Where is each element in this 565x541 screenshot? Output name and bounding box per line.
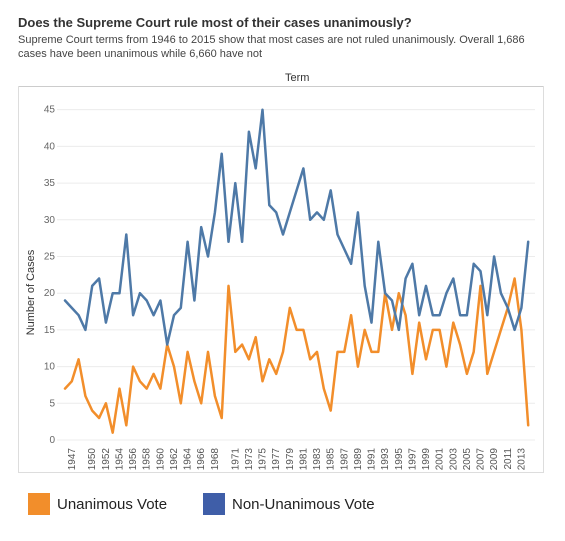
series-lines: [63, 108, 530, 434]
x-tick-label: 1999: [421, 448, 432, 471]
x-tick-label: 2003: [448, 448, 459, 471]
x-tick-label: 1962: [169, 448, 180, 471]
x-tick-label: 1956: [128, 448, 139, 471]
y-axis-ticks: 0 5 10 15 20 25 30 35 40 45: [44, 105, 56, 446]
x-axis-title: Term: [285, 72, 310, 84]
y-tick-label: 35: [44, 178, 56, 189]
x-tick-label: 1993: [380, 448, 391, 471]
legend-item-non-unanimous: Non-Unanimous Vote: [203, 489, 375, 519]
y-tick-label: 45: [44, 105, 56, 116]
x-tick-label: 1997: [407, 448, 418, 471]
y-tick-label: 15: [44, 325, 56, 336]
x-tick-label: 2011: [503, 448, 514, 470]
x-tick-label: 1950: [87, 448, 98, 471]
x-tick-label: 1958: [142, 448, 153, 471]
x-tick-label: 1987: [339, 448, 350, 471]
x-tick-label: 1983: [312, 448, 323, 471]
x-tick-label: 2007: [476, 448, 487, 471]
series-line-unanimous: [63, 277, 530, 434]
x-tick-label: 2013: [516, 448, 527, 471]
x-tick-label: 1964: [183, 448, 194, 471]
x-tick-label: 2005: [462, 448, 473, 471]
x-tick-label: 1952: [101, 448, 112, 471]
chart-title: Does the Supreme Court rule most of thei…: [18, 15, 412, 30]
y-tick-label: 25: [44, 251, 56, 262]
y-tick-label: 40: [44, 141, 56, 152]
chart-top-border: [18, 86, 544, 87]
y-axis-title: Number of Cases: [25, 249, 37, 335]
series-line-non-unanimous: [63, 108, 530, 346]
legend-swatch-non-unanimous: [203, 493, 225, 515]
x-tick-label: 1981: [298, 448, 309, 471]
chart-subtitle: Supreme Court terms from 1946 to 2015 sh…: [18, 34, 525, 60]
x-tick-label: 1954: [114, 448, 125, 471]
x-axis-ticks: 1947 1950 1952 1954 1956 1958 1960 1962 1964 1966…: [67, 448, 528, 471]
legend-label-non-unanimous: Non-Unanimous Vote: [232, 495, 375, 513]
x-tick-label: 1991: [367, 448, 378, 471]
x-tick-label: 1995: [394, 448, 405, 471]
y-tick-label: 10: [44, 362, 56, 373]
x-tick-label: 2001: [435, 448, 446, 471]
x-tick-label: 2009: [489, 448, 500, 471]
x-tick-label: 1968: [210, 448, 221, 471]
x-tick-label: 1947: [67, 448, 78, 471]
x-tick-label: 1985: [326, 448, 337, 471]
x-tick-label: 1979: [285, 448, 296, 471]
x-tick-label: 1975: [258, 448, 269, 471]
y-tick-label: 5: [49, 398, 55, 409]
x-tick-label: 1973: [244, 448, 255, 471]
chart-frame: [18, 86, 544, 473]
x-tick-label: 1971: [230, 448, 241, 471]
y-tick-label: 0: [49, 435, 55, 446]
y-tick-label: 30: [44, 215, 56, 226]
legend-swatch-unanimous: [28, 493, 50, 515]
x-tick-label: 1960: [155, 448, 166, 471]
x-tick-label: 1966: [196, 448, 207, 471]
legend-label-unanimous: Unanimous Vote: [57, 495, 168, 513]
legend-item-unanimous: Unanimous Vote: [28, 489, 167, 519]
y-tick-label: 20: [44, 288, 56, 299]
x-tick-label: 1989: [353, 448, 364, 471]
x-tick-label: 1977: [271, 448, 282, 471]
